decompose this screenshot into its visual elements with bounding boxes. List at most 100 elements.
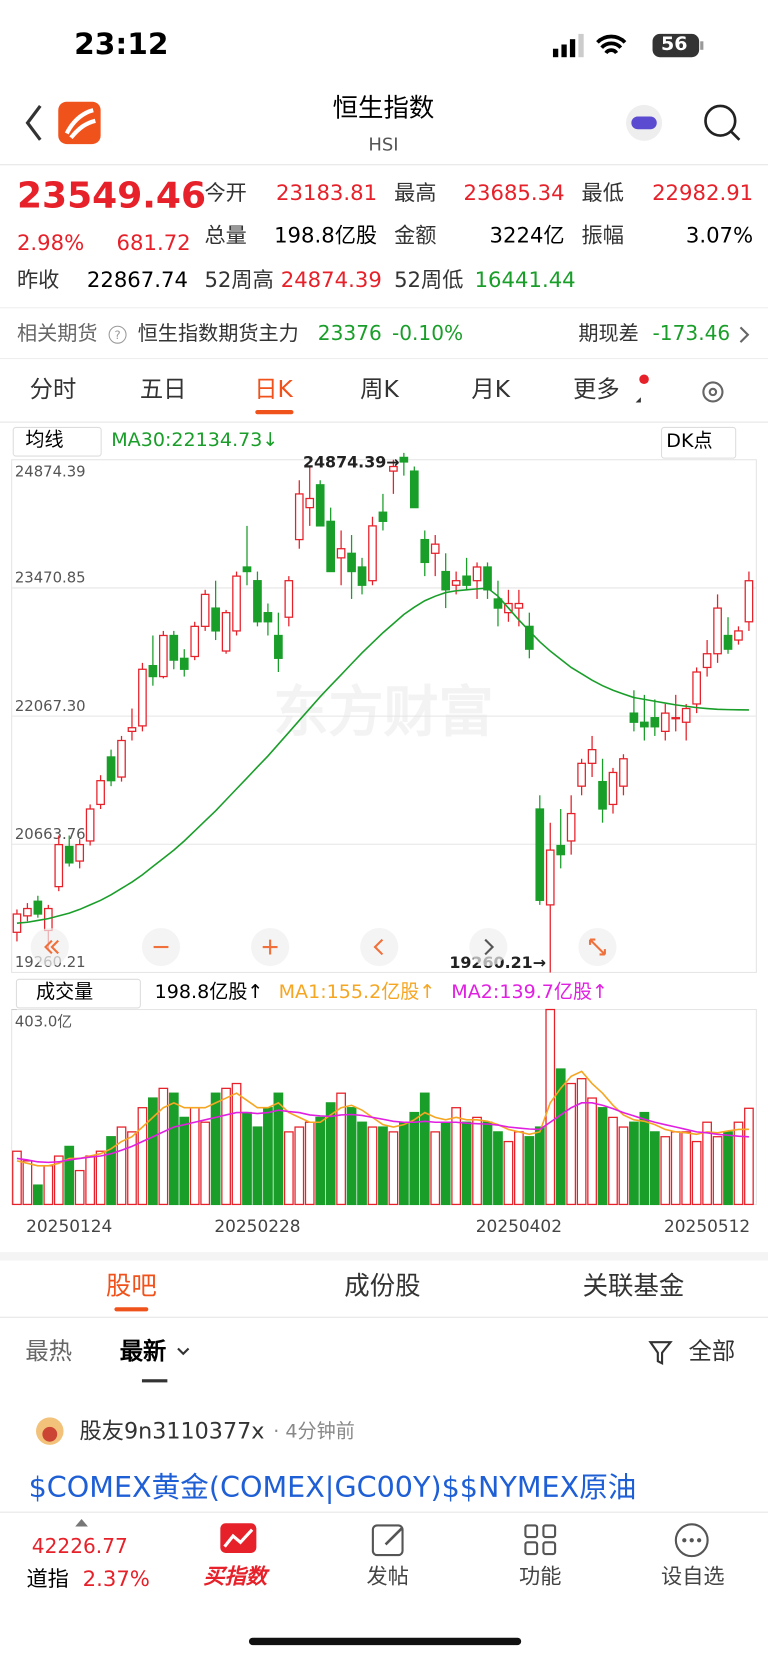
candle-body	[556, 844, 566, 856]
community-tab[interactable]: 成份股	[344, 1271, 421, 1301]
volume-bar	[158, 1087, 169, 1206]
volume-bar	[587, 1097, 597, 1206]
tab[interactable]: 五日	[139, 377, 187, 404]
info-icon[interactable]: ?	[107, 324, 128, 345]
chart-control-icon	[44, 939, 60, 955]
volume-bar	[263, 1107, 273, 1206]
community-tab[interactable]: 股吧	[105, 1271, 157, 1301]
filter-new[interactable]: 最新	[119, 1338, 167, 1366]
candle-body	[357, 566, 367, 586]
bottom-nav	[0, 1511, 768, 1662]
nav-item[interactable]: 功能	[519, 1563, 562, 1589]
candle-body	[274, 634, 283, 659]
change: 681.72	[116, 229, 191, 256]
volume-bar	[315, 1116, 326, 1206]
candle-body	[23, 907, 32, 917]
candle-body	[744, 580, 754, 623]
candle-body	[378, 511, 388, 522]
chart-control[interactable]	[360, 927, 399, 967]
dk-button[interactable]	[661, 426, 737, 459]
community-tab[interactable]: 关联基金	[582, 1271, 685, 1301]
candle-body	[75, 843, 85, 862]
tab[interactable]: 更多	[573, 377, 620, 404]
dow-value[interactable]: 42226.77	[31, 1534, 128, 1559]
ma30-label: MA30:22134.73↓	[111, 429, 279, 452]
settings-button[interactable]	[702, 381, 724, 403]
indicator-name: 均线	[25, 429, 64, 452]
volume-bar	[660, 1136, 671, 1206]
community-underline	[114, 1307, 149, 1312]
volume-name: 成交量	[36, 980, 94, 1004]
chart-control[interactable]	[30, 927, 69, 967]
volume-bar	[367, 1126, 378, 1206]
page-subtitle: HSI	[368, 134, 399, 156]
indicator-select[interactable]	[12, 426, 102, 457]
y-tick-label: 20663.76	[15, 826, 86, 843]
filter-all[interactable]: 全部	[688, 1338, 736, 1366]
dow-change[interactable]: 2.37%	[82, 1565, 150, 1592]
home-indicator	[248, 1637, 522, 1646]
volume-bar	[744, 1107, 754, 1206]
y-tick-label: 24874.39	[15, 464, 86, 481]
candle-body	[629, 712, 639, 723]
candle-body	[472, 566, 482, 582]
search-button[interactable]	[704, 104, 737, 137]
candle-body	[64, 845, 74, 864]
futures-name: 恒生指数期货主力	[137, 322, 299, 346]
volume-bar	[545, 1008, 556, 1206]
back-button[interactable]	[25, 104, 42, 141]
volume-bar	[409, 1111, 420, 1206]
candle-body	[242, 566, 252, 573]
post-time: · 4分钟前	[273, 1420, 355, 1443]
chevron[interactable]	[737, 324, 752, 345]
candle-body	[462, 575, 471, 586]
candle-body	[587, 749, 597, 764]
volume-bar	[639, 1111, 650, 1206]
candle-body	[420, 538, 430, 564]
volume-bar	[283, 1131, 294, 1206]
ma2-line	[16, 1102, 749, 1164]
volume-bar	[137, 1107, 148, 1206]
nav-item[interactable]: 设自选	[661, 1563, 725, 1589]
volume-bar	[210, 1092, 221, 1206]
candle-body	[326, 520, 335, 573]
candle-body	[96, 780, 105, 806]
tab[interactable]: 周K	[360, 377, 399, 404]
volume-bar	[534, 1126, 545, 1206]
field-label: 昨收	[16, 266, 60, 293]
candle-body	[577, 762, 586, 787]
new-dot	[639, 374, 649, 384]
up-arrow	[75, 1519, 88, 1527]
tab[interactable]: 日K	[254, 377, 293, 404]
volume-bar	[221, 1087, 231, 1206]
volume-bar	[440, 1121, 451, 1206]
chart-control[interactable]	[469, 927, 508, 967]
dow-name[interactable]: 道指	[26, 1565, 69, 1592]
chart-control-icon	[262, 939, 278, 955]
volume-bar	[336, 1092, 346, 1206]
filter-hot[interactable]: 最热	[25, 1338, 73, 1366]
volume-bar	[451, 1107, 462, 1206]
candle-body	[294, 493, 304, 541]
candle-body	[368, 525, 377, 582]
volume-bar	[32, 1184, 43, 1206]
candle-body	[681, 707, 691, 723]
user-avatar[interactable]	[34, 1415, 66, 1447]
candle-body	[148, 664, 158, 678]
post-user[interactable]: 股友9n3110377x	[79, 1418, 265, 1444]
volume-bar	[430, 1131, 441, 1206]
tab[interactable]: 月K	[471, 377, 510, 404]
post-content[interactable]: $COMEX黄金(COMEX|GC00Y)$$NYMEX原油	[28, 1471, 637, 1505]
volume-bar	[398, 1121, 409, 1206]
candle-body	[211, 607, 220, 632]
nav-item[interactable]: 买指数	[203, 1563, 267, 1589]
nav-item[interactable]: 发帖	[366, 1563, 409, 1589]
volume-select[interactable]	[15, 978, 141, 1009]
candle-body	[483, 566, 492, 591]
candle-body	[117, 739, 126, 778]
tab[interactable]: 分时	[29, 377, 77, 404]
tab-icons	[635, 374, 724, 403]
volume-bar	[64, 1145, 75, 1206]
filter-icon[interactable]	[647, 1338, 677, 1368]
basis-label: 期现差	[578, 322, 639, 346]
